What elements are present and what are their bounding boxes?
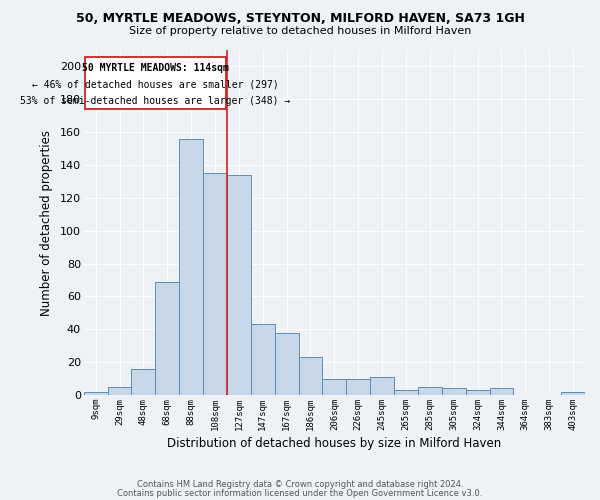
Text: Contains HM Land Registry data © Crown copyright and database right 2024.: Contains HM Land Registry data © Crown c… <box>137 480 463 489</box>
Bar <box>561 392 585 395</box>
Bar <box>370 377 394 395</box>
Bar <box>275 332 299 395</box>
Bar <box>322 378 346 395</box>
Text: 50, MYRTLE MEADOWS, STEYNTON, MILFORD HAVEN, SA73 1GH: 50, MYRTLE MEADOWS, STEYNTON, MILFORD HA… <box>76 12 524 26</box>
Bar <box>466 390 490 395</box>
Bar <box>442 388 466 395</box>
Bar <box>179 138 203 395</box>
Bar <box>107 387 131 395</box>
Text: Size of property relative to detached houses in Milford Haven: Size of property relative to detached ho… <box>129 26 471 36</box>
Y-axis label: Number of detached properties: Number of detached properties <box>40 130 53 316</box>
Bar <box>490 388 514 395</box>
FancyBboxPatch shape <box>85 56 226 109</box>
Bar <box>155 282 179 395</box>
Bar <box>299 357 322 395</box>
Bar <box>83 392 107 395</box>
Text: Contains public sector information licensed under the Open Government Licence v3: Contains public sector information licen… <box>118 489 482 498</box>
Bar <box>394 390 418 395</box>
Bar <box>346 378 370 395</box>
X-axis label: Distribution of detached houses by size in Milford Haven: Distribution of detached houses by size … <box>167 437 502 450</box>
Bar <box>227 175 251 395</box>
Bar <box>251 324 275 395</box>
Text: 53% of semi-detached houses are larger (348) →: 53% of semi-detached houses are larger (… <box>20 96 290 106</box>
Bar <box>131 368 155 395</box>
Bar <box>203 173 227 395</box>
Bar <box>418 387 442 395</box>
Text: 50 MYRTLE MEADOWS: 114sqm: 50 MYRTLE MEADOWS: 114sqm <box>82 63 229 73</box>
Text: ← 46% of detached houses are smaller (297): ← 46% of detached houses are smaller (29… <box>32 80 278 90</box>
